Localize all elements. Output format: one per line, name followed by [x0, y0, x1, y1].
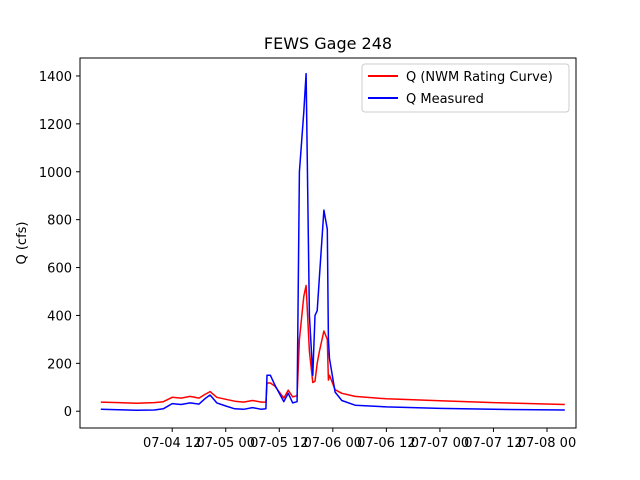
- plot-area: [100, 72, 565, 412]
- x-tick-label-3: 07-06 00: [304, 436, 362, 451]
- x-tick-label-0: 07-04 12: [143, 436, 201, 451]
- series-line-0: [100, 284, 565, 406]
- y-tick-label-7: 1400: [39, 70, 72, 85]
- legend-label-0: Q (NWM Rating Curve): [406, 70, 553, 85]
- x-tick-label-7: 07-08 00: [518, 436, 576, 451]
- legend-box: [361, 63, 570, 113]
- series-line-1: [100, 72, 565, 412]
- y-tick-label-1: 200: [47, 357, 72, 372]
- y-tick-label-3: 600: [47, 262, 72, 277]
- chart-title: FEWS Gage 248: [264, 34, 392, 53]
- x-tick-label-2: 07-05 12: [250, 436, 308, 451]
- x-tick-label-1: 07-05 00: [197, 436, 255, 451]
- legend: Q (NWM Rating Curve) Q Measured: [361, 63, 570, 113]
- x-tick-label-6: 07-07 12: [464, 436, 522, 451]
- y-tick-label-0: 0: [64, 405, 72, 420]
- y-tick-label-4: 800: [47, 214, 72, 229]
- x-tick-label-5: 07-07 00: [411, 436, 469, 451]
- y-tick-label-6: 1200: [39, 118, 72, 133]
- plot-frame: [79, 57, 577, 429]
- legend-label-1: Q Measured: [406, 92, 484, 107]
- y-tick-label-5: 1000: [39, 166, 72, 181]
- x-tick-label-4: 07-06 12: [357, 436, 415, 451]
- y-axis-label: Q (cfs): [15, 221, 30, 264]
- y-tick-label-2: 400: [47, 309, 72, 324]
